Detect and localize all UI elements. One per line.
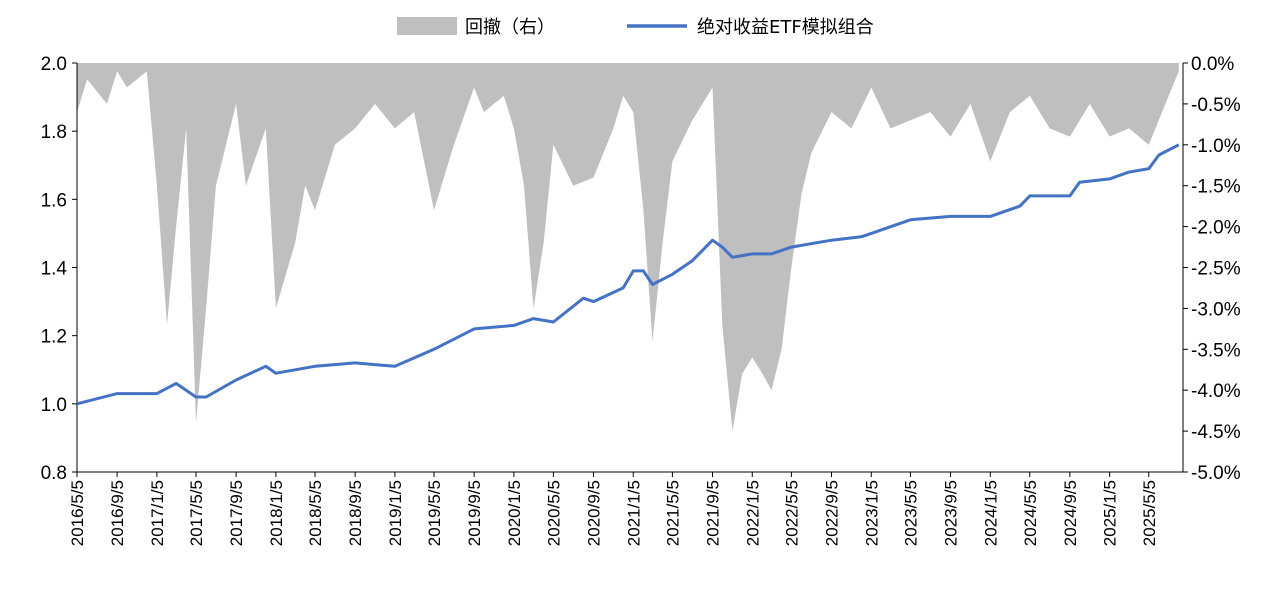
- legend-label-drawdown: 回撤（右）: [465, 17, 555, 38]
- right-tick-label: -1.5%: [1191, 177, 1241, 198]
- right-axis-ticks: -5.0% -4.5% -4.0% -3.5% -3.0% -2.5% -2.0% -1.5%…: [1183, 54, 1241, 484]
- x-tick-label: 2016/5/5: [68, 480, 87, 546]
- right-tick-label: -0.5%: [1191, 95, 1241, 116]
- x-tick-label: 2020/1/5: [505, 480, 524, 546]
- left-tick-label: 1.2: [41, 327, 67, 348]
- x-tick-label: 2017/9/5: [227, 480, 246, 546]
- x-tick-label: 2019/5/5: [425, 480, 444, 546]
- x-tick-label: 2025/5/5: [1140, 480, 1159, 546]
- right-tick-label: -2.5%: [1191, 259, 1241, 280]
- x-tick-label: 2025/1/5: [1101, 480, 1120, 546]
- x-tick-label: 2024/5/5: [1021, 480, 1040, 546]
- x-tick-label: 2021/1/5: [624, 480, 643, 546]
- right-tick-label: -1.0%: [1191, 136, 1241, 157]
- right-tick-label: -3.5%: [1191, 340, 1241, 361]
- x-tick-label: 2021/5/5: [663, 480, 682, 546]
- x-tick-label: 2022/9/5: [823, 480, 842, 546]
- left-tick-label: 0.8: [41, 463, 67, 484]
- right-tick-label: -2.0%: [1191, 218, 1241, 239]
- x-tick-label: 2022/5/5: [782, 480, 801, 546]
- right-tick-label: -4.0%: [1191, 381, 1241, 402]
- x-tick-label: 2020/9/5: [584, 480, 603, 546]
- right-tick-label: -5.0%: [1191, 463, 1241, 484]
- x-tick-label: 2017/1/5: [148, 480, 167, 546]
- x-tick-label: 2016/9/5: [108, 480, 127, 546]
- x-axis-ticks: 2016/5/5 2016/9/5 2017/1/5 2017/5/5 2017/9/5…: [68, 472, 1159, 546]
- x-tick-label: 2021/9/5: [703, 480, 722, 546]
- x-tick-label: 2017/5/5: [187, 480, 206, 546]
- left-axis-ticks: 0.8 1.0 1.2 1.4 1.6 1.8 2.0: [41, 54, 77, 484]
- x-tick-label: 2018/9/5: [346, 480, 365, 546]
- x-tick-label: 2020/5/5: [544, 480, 563, 546]
- x-tick-label: 2019/9/5: [465, 480, 484, 546]
- right-tick-label: -4.5%: [1191, 422, 1241, 443]
- left-tick-label: 1.4: [41, 259, 68, 280]
- drawdown-area-layer: [77, 63, 1179, 432]
- left-tick-label: 1.0: [41, 395, 67, 416]
- legend-label-portfolio: 绝对收益ETF模拟组合: [697, 17, 874, 38]
- right-tick-label: 0.0%: [1191, 54, 1234, 75]
- x-tick-label: 2023/9/5: [942, 480, 961, 546]
- x-tick-label: 2019/1/5: [386, 480, 405, 546]
- legend: 回撤（右） 绝对收益ETF模拟组合: [397, 17, 874, 38]
- left-tick-label: 1.6: [41, 190, 67, 211]
- x-tick-label: 2018/5/5: [306, 480, 325, 546]
- portfolio-line-layer: [76, 143, 1180, 406]
- x-tick-label: 2024/9/5: [1061, 480, 1080, 546]
- x-tick-label: 2018/1/5: [267, 480, 286, 546]
- x-tick-label: 2023/1/5: [862, 480, 881, 546]
- x-tick-label: 2022/1/5: [743, 480, 762, 546]
- legend-swatch-drawdown: [397, 17, 457, 35]
- drawdown-area: [77, 63, 1179, 432]
- right-tick-label: -3.0%: [1191, 299, 1241, 320]
- left-tick-label: 2.0: [41, 54, 67, 75]
- x-tick-label: 2023/5/5: [901, 480, 920, 546]
- portfolio-line: [76, 143, 1180, 406]
- left-tick-label: 1.8: [41, 122, 67, 143]
- x-tick-label: 2024/1/5: [981, 480, 1000, 546]
